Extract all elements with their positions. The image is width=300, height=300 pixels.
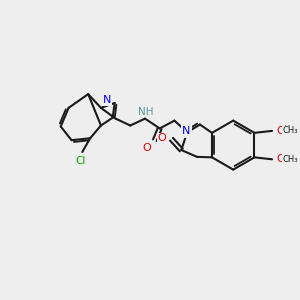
- Text: CH₃: CH₃: [283, 155, 298, 164]
- Text: N: N: [182, 126, 190, 136]
- Text: Cl: Cl: [75, 156, 85, 166]
- Text: O: O: [142, 143, 151, 153]
- Text: NH: NH: [138, 107, 154, 117]
- Text: O: O: [158, 133, 167, 143]
- Text: CH₃: CH₃: [283, 126, 298, 135]
- Text: O: O: [274, 125, 282, 135]
- Text: CH₃: CH₃: [278, 125, 294, 134]
- Text: O: O: [276, 126, 284, 136]
- Text: N: N: [103, 95, 111, 105]
- Text: O: O: [276, 154, 284, 164]
